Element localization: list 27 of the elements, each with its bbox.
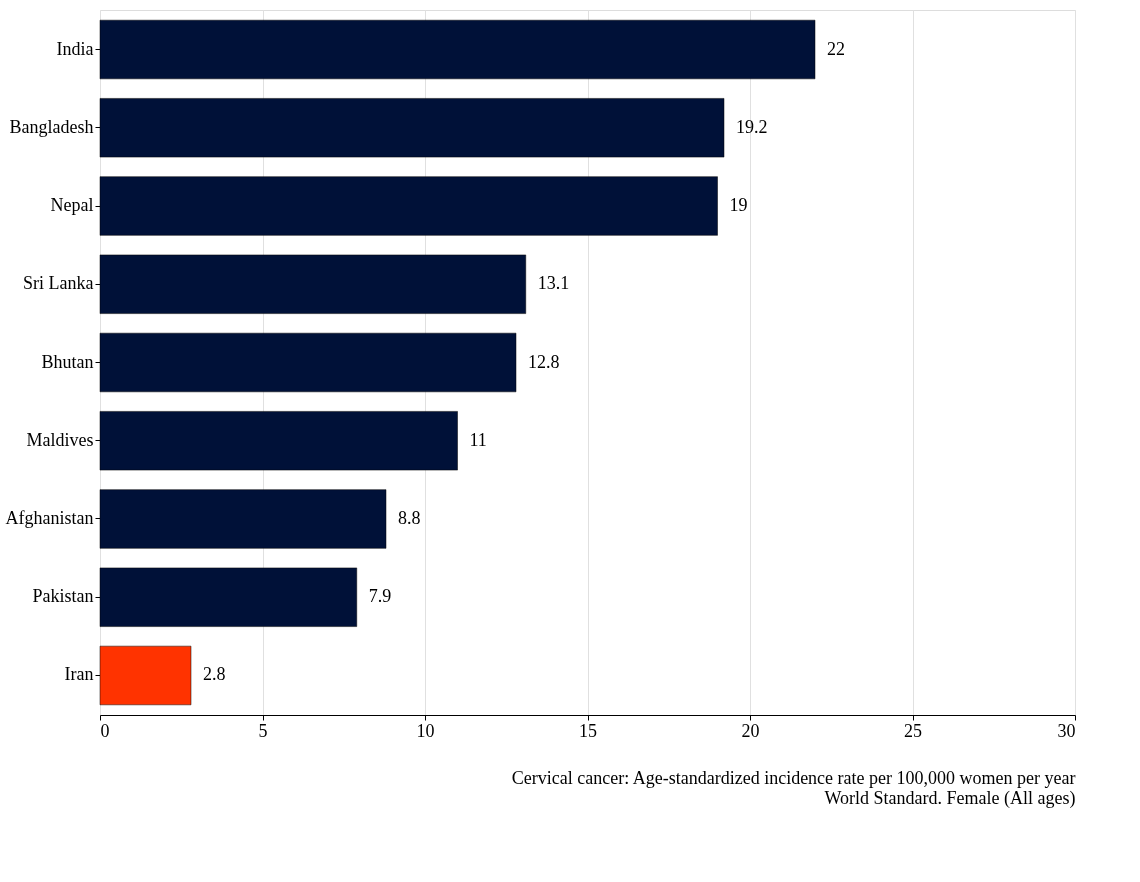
data-label: 19.2 bbox=[736, 116, 768, 137]
y-tick-label: Maldives bbox=[26, 429, 94, 450]
data-label: 11 bbox=[469, 429, 487, 450]
data-label: 8.8 bbox=[398, 507, 421, 528]
data-label: 19 bbox=[729, 195, 748, 216]
y-tick-label: Sri Lanka bbox=[23, 273, 94, 294]
y-tick-label: Iran bbox=[64, 664, 94, 685]
y-tick-label: Afghanistan bbox=[5, 507, 94, 528]
y-tick-label: Bhutan bbox=[41, 351, 94, 372]
data-label: 12.8 bbox=[528, 351, 560, 372]
y-tick-label: Bangladesh bbox=[9, 116, 94, 137]
text: World Standard. Female (All ages) bbox=[824, 788, 1076, 809]
y-tick-label: Nepal bbox=[50, 195, 94, 216]
text: Cervical cancer: Age-standardized incidence rate per 100,000 women per year bbox=[511, 768, 1076, 788]
data-label: 7.9 bbox=[368, 586, 392, 607]
x-tick-label: 20 bbox=[741, 720, 760, 741]
x-tick-label: 5 bbox=[258, 720, 268, 741]
y-tick-label: India bbox=[56, 38, 94, 59]
x-tick-label: 15 bbox=[579, 720, 597, 741]
x-tick-label: 25 bbox=[904, 720, 922, 741]
data-label: 13.1 bbox=[537, 273, 570, 294]
y-tick-label: Pakistan bbox=[32, 586, 94, 607]
x-tick-label: 30 bbox=[1057, 720, 1076, 741]
x-tick-label: 0 bbox=[100, 720, 110, 741]
x-tick-label: 10 bbox=[416, 720, 435, 741]
data-label: 2.8 bbox=[203, 664, 226, 685]
data-label: 22 bbox=[827, 38, 845, 59]
